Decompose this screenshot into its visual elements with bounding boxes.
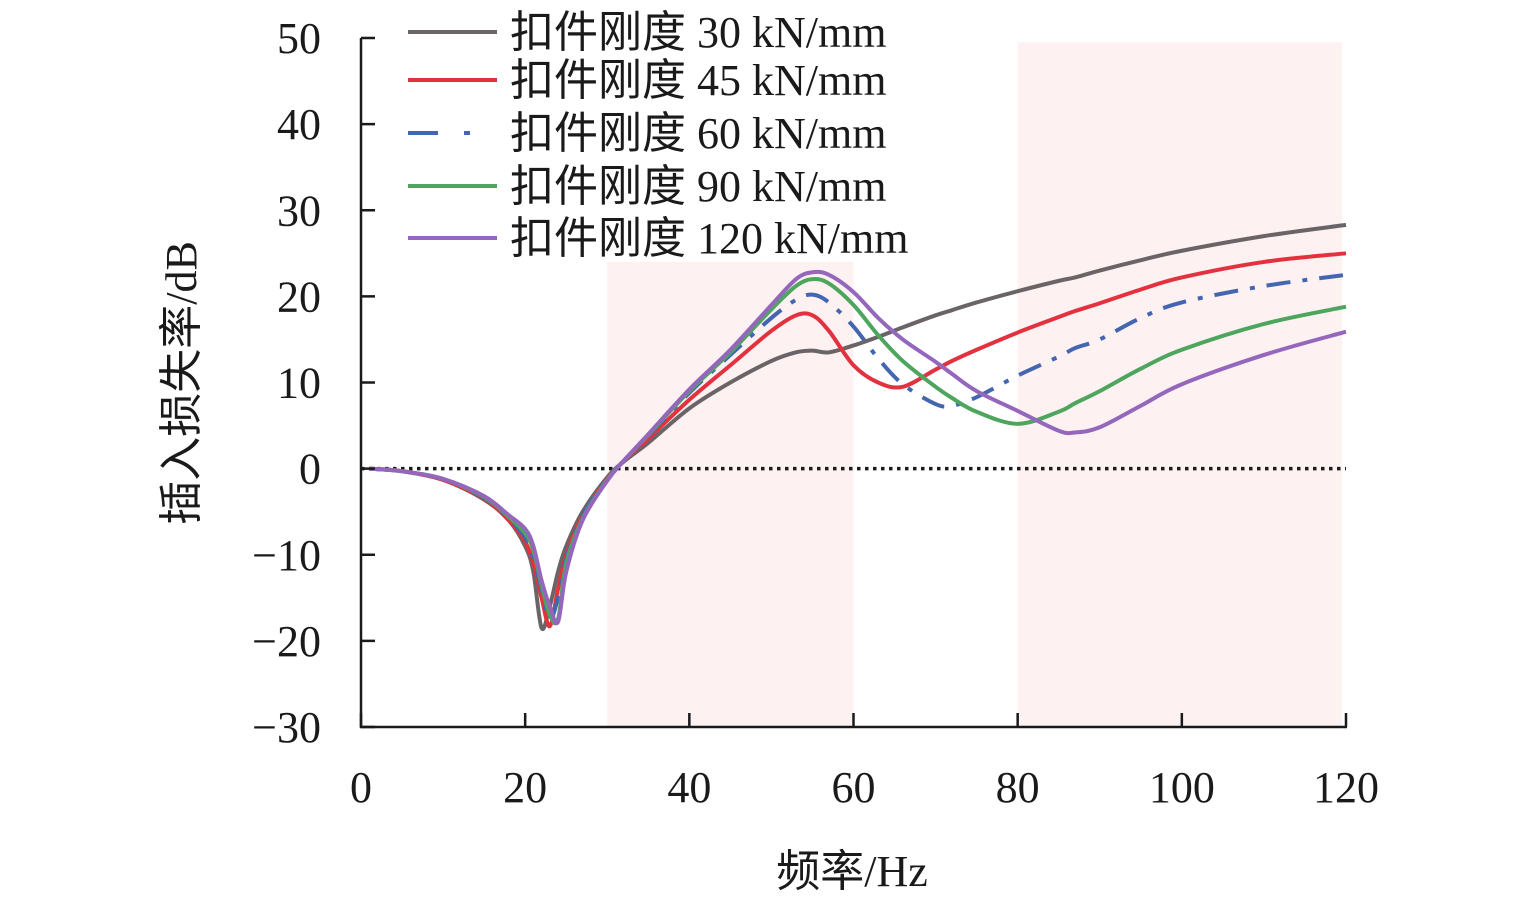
y-tick-label: 40 — [277, 100, 321, 149]
legend-label-0: 扣件刚度 30 kN/mm — [510, 8, 886, 57]
y-tick-label: 10 — [277, 359, 321, 408]
y-tick-label: 0 — [299, 445, 321, 494]
y-tick-label: 30 — [277, 186, 321, 235]
x-tick-label: 100 — [1149, 763, 1215, 812]
y-tick-label: −20 — [252, 617, 321, 666]
x-tick-label: 120 — [1313, 763, 1379, 812]
y-tick-label: −10 — [252, 531, 321, 580]
series-line-2 — [369, 272, 1347, 622]
x-tick-label: 60 — [832, 763, 876, 812]
legend-label-3: 扣件刚度 90 kN/mm — [510, 162, 886, 211]
legend-label-4: 扣件刚度 120 kN/mm — [510, 214, 908, 263]
shaded-region-0 — [607, 261, 854, 727]
legend-label-2: 扣件刚度 60 kN/mm — [510, 109, 886, 158]
x-axis-label: 频率/Hz — [776, 847, 928, 896]
series-line-4 — [369, 269, 1347, 626]
y-tick-label: −30 — [252, 703, 321, 752]
y-tick-label: 50 — [277, 14, 321, 63]
x-tick-label: 20 — [503, 763, 547, 812]
x-tick-label: 0 — [350, 763, 372, 812]
x-tick-label: 80 — [996, 763, 1040, 812]
y-axis-label: 插入损失率/dB — [157, 241, 206, 525]
y-tick-label: 20 — [277, 272, 321, 321]
legend-label-1: 扣件刚度 45 kN/mm — [510, 56, 886, 105]
x-tick-label: 40 — [667, 763, 711, 812]
